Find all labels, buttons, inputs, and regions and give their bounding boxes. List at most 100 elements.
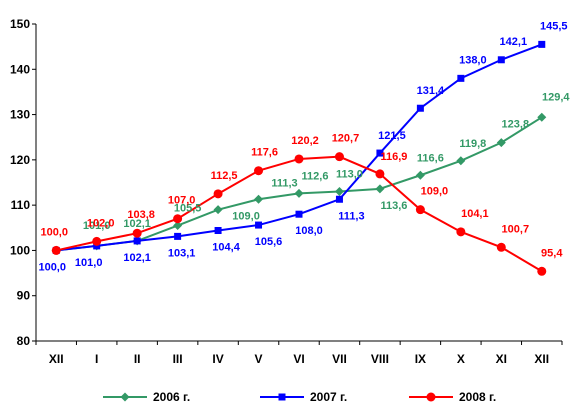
legend-entry: 2008 г.: [409, 390, 496, 404]
data-label: 100,0: [40, 226, 68, 238]
data-point: [376, 149, 384, 157]
legend-marker: [426, 392, 436, 402]
data-label: 116,6: [417, 152, 444, 164]
legend-label: 2007 г.: [310, 390, 347, 404]
x-tick-label: XII: [534, 352, 549, 366]
data-point: [254, 166, 264, 176]
data-point: [92, 236, 102, 246]
data-point: [255, 221, 263, 229]
data-label: 121,5: [378, 130, 406, 142]
y-tick-label: 100: [10, 243, 30, 257]
data-label: 107,0: [168, 195, 196, 207]
y-tick-label: 110: [11, 198, 31, 212]
y-tick-label: 80: [17, 334, 31, 348]
data-label: 111,3: [271, 177, 297, 189]
data-point: [213, 205, 223, 215]
data-point: [214, 227, 222, 235]
data-label: 138,0: [459, 54, 487, 66]
x-tick-label: III: [173, 352, 183, 366]
data-label: 95,4: [541, 247, 563, 259]
data-point: [294, 188, 304, 198]
data-point: [457, 74, 465, 82]
data-label: 111,3: [338, 210, 364, 222]
x-tick-label: X: [457, 352, 465, 366]
data-point: [375, 169, 385, 179]
data-label: 104,1: [461, 208, 489, 220]
data-label: 108,0: [295, 225, 323, 237]
data-point: [497, 56, 505, 64]
data-point: [496, 138, 506, 148]
legend-marker: [278, 393, 286, 401]
data-point: [294, 154, 304, 164]
x-tick-label: VII: [332, 352, 347, 366]
data-point: [537, 266, 547, 276]
data-point: [375, 184, 385, 194]
y-tick-label: 120: [10, 153, 30, 167]
legend-entry: 2007 г.: [260, 390, 347, 404]
data-label: 113,6: [380, 200, 407, 212]
x-tick-label: XII: [49, 352, 64, 366]
x-tick-label: II: [134, 352, 141, 366]
data-label: 117,6: [251, 147, 278, 159]
legend-entry: 2006 г.: [103, 390, 190, 404]
data-label: 112,6: [302, 170, 329, 182]
data-label: 109,0: [421, 186, 449, 198]
data-label: 145,5: [540, 20, 568, 32]
chart-legend: 2006 г. 2007 г. 2008 г.: [103, 390, 496, 404]
data-point: [295, 210, 303, 218]
x-tick-label: IV: [212, 352, 223, 366]
data-point: [416, 104, 424, 112]
x-tick-label: I: [95, 352, 98, 366]
data-label: 103,8: [127, 209, 155, 221]
data-point: [334, 152, 344, 162]
data-label: 142,1: [500, 36, 528, 48]
legend-label: 2008 г.: [459, 390, 496, 404]
data-label: 109,0: [232, 211, 260, 223]
data-labels: 101,0 102,1 105,5 109,0 111,3 112,6 113,0 113,6…: [38, 20, 570, 273]
data-point: [173, 221, 183, 231]
data-label: 103,1: [168, 247, 196, 259]
data-point: [335, 195, 343, 203]
data-point: [173, 214, 183, 224]
data-point: [334, 187, 344, 197]
series-2: [52, 40, 546, 254]
data-label: 116,9: [380, 151, 407, 163]
data-label: 100,0: [38, 261, 66, 273]
data-label: 102,1: [123, 252, 151, 264]
x-tick-label: XI: [496, 352, 507, 366]
data-point: [254, 194, 264, 204]
data-point: [456, 227, 466, 237]
data-label: 101,0: [83, 220, 111, 232]
data-point: [51, 245, 61, 255]
data-label: 102,1: [123, 218, 151, 230]
series-3: [51, 152, 547, 276]
data-point: [93, 242, 101, 250]
x-tick-label: IX: [415, 352, 426, 366]
data-label: 120,2: [291, 135, 319, 147]
data-label: 104,4: [212, 242, 240, 254]
data-point: [132, 228, 142, 238]
data-label: 101,0: [75, 257, 103, 269]
data-label: 113,0: [336, 169, 363, 181]
data-label: 112,5: [211, 170, 238, 182]
data-point: [174, 232, 182, 240]
x-tick-label: V: [255, 352, 263, 366]
data-point: [537, 112, 547, 122]
y-tick-label: 150: [10, 17, 30, 31]
data-label: 105,6: [255, 236, 283, 248]
y-tick-label: 90: [17, 289, 31, 303]
data-label: 100,7: [502, 223, 530, 235]
data-label: 123,8: [502, 119, 530, 131]
data-point: [213, 189, 223, 199]
y-tick-label: 130: [10, 108, 30, 122]
data-point: [133, 237, 141, 245]
data-point: [456, 156, 466, 166]
series-lines: [51, 40, 547, 276]
data-point: [415, 170, 425, 180]
y-tick-label: 140: [10, 62, 30, 76]
legend-marker: [120, 392, 130, 402]
x-tick-label: VIII: [371, 352, 389, 366]
data-label: 131,4: [417, 85, 445, 97]
